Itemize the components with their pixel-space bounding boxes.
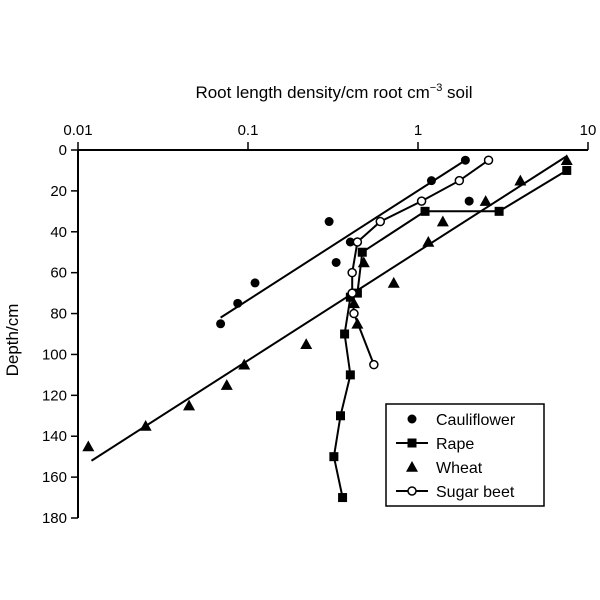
legend-label: Sugar beet <box>436 484 515 501</box>
wheat-fit-line <box>90 155 568 462</box>
legend-marker <box>406 461 418 472</box>
plot-area <box>82 154 573 503</box>
y-tick-label: 60 <box>50 265 67 282</box>
wheat-point <box>238 358 251 370</box>
wheat-point <box>220 379 233 390</box>
cauliflower-fit-line <box>220 159 466 319</box>
wheat-point <box>514 174 527 186</box>
rape-point <box>335 411 345 421</box>
y-tick-label: 80 <box>50 306 67 323</box>
cauliflower-point <box>426 176 436 186</box>
wheat-point <box>560 154 573 166</box>
x-tick-label: 0.1 <box>238 122 259 139</box>
x-tick-label: 0.01 <box>63 122 92 139</box>
x-axis-label-tail: soil <box>442 83 472 102</box>
cauliflower-point <box>216 319 226 329</box>
wheat-point <box>300 338 313 350</box>
sugar-beet-point <box>416 196 427 206</box>
sugar-beet-point <box>347 288 357 298</box>
series-sugar-beet <box>347 155 494 370</box>
y-tick-label: 120 <box>42 387 67 404</box>
cauliflower-point <box>233 298 243 308</box>
wheat-point <box>183 399 196 411</box>
wheat-point <box>479 195 492 206</box>
y-tick-label: 20 <box>50 183 67 200</box>
legend-item-wheat: Wheat <box>406 460 483 477</box>
legend-marker <box>407 438 417 448</box>
series-cauliflower <box>216 155 474 329</box>
x-axis: 0.01 0.1 1 10 <box>63 122 597 151</box>
sugar-beet-point <box>375 216 386 227</box>
x-tick-label: 1 <box>414 122 422 139</box>
wheat-point <box>82 440 95 452</box>
sugar-beet-line <box>351 159 490 366</box>
legend-marker <box>407 486 417 496</box>
y-tick-label: 180 <box>42 510 67 527</box>
y-tick-label: 0 <box>59 142 67 159</box>
rape-point <box>345 370 355 380</box>
y-axis: 0 20 40 60 80 100 120 140 160 180 <box>42 142 79 527</box>
wheat-point <box>387 276 400 288</box>
wheat-point <box>357 256 370 268</box>
legend-label: Cauliflower <box>436 412 516 429</box>
rape-point <box>562 165 572 175</box>
x-axis-label-superscript: −3 <box>430 82 443 94</box>
legend-item-sugar-beet: Sugar beet <box>396 484 515 501</box>
sugar-beet-point <box>454 175 465 186</box>
legend-item-rape: Rape <box>396 436 474 453</box>
wheat-point <box>436 215 449 227</box>
rape-point <box>338 493 348 503</box>
sugar-beet-point <box>352 237 363 247</box>
sugar-beet-point <box>347 267 357 278</box>
sugar-beet-point <box>369 359 379 370</box>
legend-label: Wheat <box>436 460 483 477</box>
cauliflower-point <box>324 217 334 227</box>
cauliflower-point <box>345 237 355 247</box>
x-tick-label: 10 <box>580 122 597 139</box>
rape-point <box>329 452 339 462</box>
y-tick-label: 100 <box>42 346 67 363</box>
legend-item-cauliflower: Cauliflower <box>407 412 516 429</box>
cauliflower-point <box>464 196 474 206</box>
cauliflower-point <box>460 155 470 165</box>
rape-point <box>352 288 362 298</box>
wheat-point <box>422 236 435 247</box>
rape-point <box>340 329 350 339</box>
sugar-beet-point <box>483 155 494 165</box>
sugar-beet-point <box>349 308 359 319</box>
y-tick-label: 40 <box>50 224 67 241</box>
wheat-point <box>139 420 152 431</box>
legend-label: Rape <box>436 436 474 453</box>
rape-point <box>494 206 504 216</box>
legend-marker <box>407 414 417 424</box>
y-tick-label: 160 <box>42 469 67 486</box>
rape-point <box>357 247 367 257</box>
cauliflower-point <box>250 278 260 288</box>
legend: Cauliflower Rape Wheat Sugar beet <box>385 403 545 507</box>
y-tick-label: 140 <box>42 428 67 445</box>
rape-point <box>420 206 430 216</box>
x-axis-label: Root length density/cm root cm−3 soil <box>195 82 472 102</box>
cauliflower-point <box>331 257 341 267</box>
y-axis-label: Depth/cm <box>3 304 22 377</box>
